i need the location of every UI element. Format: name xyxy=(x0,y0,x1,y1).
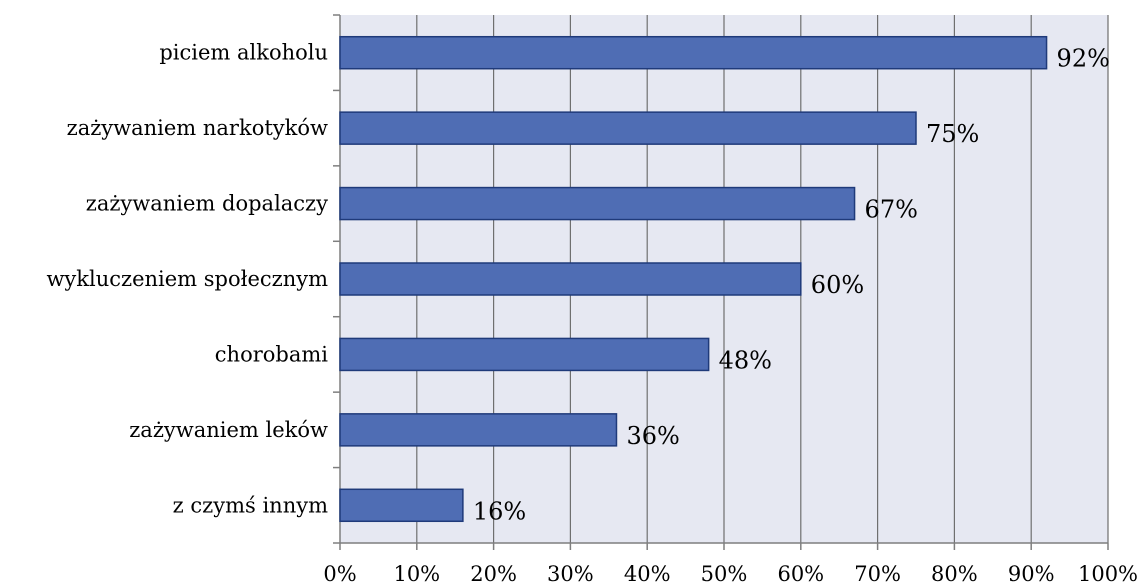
category-label: zażywaniem narkotyków xyxy=(67,116,328,140)
x-tick-label: 70% xyxy=(854,562,901,586)
bar xyxy=(339,337,710,372)
x-tick-label: 30% xyxy=(547,562,594,586)
x-tick-label: 40% xyxy=(624,562,671,586)
category-label: zażywaniem leków xyxy=(129,418,328,442)
x-tick-label: 20% xyxy=(470,562,517,586)
data-label: 60% xyxy=(811,271,864,299)
x-tick-label: 10% xyxy=(393,562,440,586)
category-label: wykluczeniem społecznym xyxy=(46,267,328,291)
bar xyxy=(339,262,802,296)
data-label: 92% xyxy=(1057,45,1110,73)
bar xyxy=(339,488,464,523)
category-label: z czymś innym xyxy=(173,493,328,517)
data-label: 48% xyxy=(719,346,772,374)
category-label: chorobami xyxy=(215,342,328,366)
bar xyxy=(339,111,917,145)
x-tick-label: 100% xyxy=(1078,562,1138,586)
category-label: zażywaniem dopalaczy xyxy=(86,192,328,216)
data-label: 16% xyxy=(473,497,526,525)
x-tick-label: 60% xyxy=(777,562,824,586)
category-label: piciem alkoholu xyxy=(159,41,328,65)
bar xyxy=(339,413,618,447)
data-label: 67% xyxy=(865,196,918,224)
x-tick-label: 50% xyxy=(701,562,748,586)
x-tick-label: 90% xyxy=(1008,562,1055,586)
x-tick-label: 0% xyxy=(323,562,356,586)
bar xyxy=(339,186,856,221)
data-label: 36% xyxy=(626,422,679,450)
data-label: 75% xyxy=(926,120,979,148)
x-tick-label: 80% xyxy=(931,562,978,586)
bar xyxy=(339,35,1048,70)
